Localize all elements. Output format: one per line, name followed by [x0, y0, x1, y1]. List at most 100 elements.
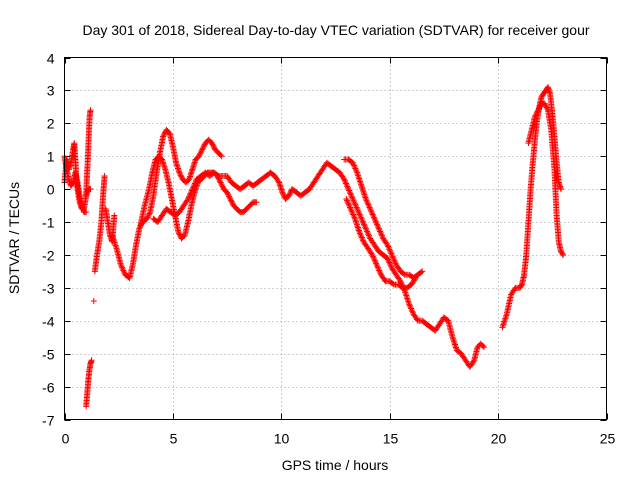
data-point	[199, 145, 206, 152]
y-tick-label: -7	[42, 413, 55, 429]
data-point	[208, 140, 215, 147]
data-point	[373, 219, 380, 226]
data-points	[61, 84, 567, 410]
data-point	[120, 267, 127, 274]
data-point	[178, 173, 185, 180]
data-point	[191, 180, 198, 187]
data-point	[348, 207, 355, 214]
data-point	[191, 181, 198, 188]
data-point	[412, 274, 419, 281]
data-point	[357, 214, 364, 221]
data-point	[532, 112, 539, 119]
data-point	[408, 306, 415, 313]
data-point	[218, 182, 225, 189]
data-point	[350, 161, 357, 168]
data-point	[411, 276, 418, 283]
x-tick-label: 0	[62, 431, 70, 447]
data-point	[346, 203, 353, 210]
data-point	[225, 192, 232, 199]
data-point	[388, 251, 395, 258]
data-point	[391, 257, 398, 264]
y-tick-label: 0	[47, 182, 55, 198]
data-point	[348, 193, 355, 200]
data-point	[175, 230, 182, 237]
data-point	[363, 197, 370, 204]
grid	[64, 57, 607, 420]
data-point	[360, 219, 367, 226]
data-point	[385, 256, 392, 263]
tick-labels: 0 5 10 15 20 25 -7 -6 -5 -4 -3 -2 -1 0 1 2 3 4	[42, 51, 615, 447]
data-point	[541, 100, 548, 107]
data-point	[560, 251, 567, 258]
data-point	[176, 231, 183, 238]
data-point	[369, 251, 376, 258]
data-point	[356, 228, 363, 235]
data-point	[111, 212, 118, 219]
axis-ticks	[64, 57, 608, 421]
data-point	[344, 198, 351, 205]
data-point	[374, 221, 381, 228]
series-arc12	[343, 196, 419, 291]
data-point	[362, 225, 369, 232]
data-point	[87, 107, 94, 114]
data-point	[378, 232, 385, 239]
data-point	[388, 250, 395, 257]
data-point	[385, 244, 392, 251]
data-point	[354, 205, 361, 212]
data-point	[351, 164, 358, 171]
data-point	[349, 210, 356, 217]
data-point	[374, 222, 381, 229]
data-point	[377, 229, 384, 236]
data-point	[391, 259, 398, 266]
data-point	[280, 192, 287, 199]
data-point	[349, 196, 356, 203]
data-point	[350, 212, 357, 219]
data-point	[349, 194, 356, 201]
data-point	[364, 228, 371, 235]
data-point	[358, 233, 365, 240]
data-point	[358, 215, 365, 222]
data-point	[216, 178, 223, 185]
data-point	[375, 266, 382, 273]
data-point	[175, 228, 182, 235]
data-point	[345, 186, 352, 193]
data-point	[385, 243, 392, 250]
data-point	[368, 208, 375, 215]
data-point	[542, 101, 549, 108]
data-point	[200, 144, 207, 151]
data-point	[227, 196, 234, 203]
data-point	[559, 250, 566, 257]
data-point	[177, 172, 184, 179]
series-arc5	[90, 298, 97, 305]
data-point	[185, 194, 192, 201]
data-point	[533, 111, 540, 118]
data-point	[387, 260, 394, 267]
y-tick-label: -5	[42, 347, 55, 363]
data-point	[345, 201, 352, 208]
data-point	[287, 190, 294, 197]
data-point	[368, 250, 375, 257]
data-point	[117, 261, 124, 268]
data-point	[69, 180, 76, 187]
data-point	[360, 237, 367, 244]
data-point	[88, 357, 95, 364]
series-arc8	[109, 126, 225, 281]
data-point	[344, 183, 351, 190]
data-point	[369, 210, 376, 217]
data-point	[196, 151, 203, 158]
y-tick-label: -1	[42, 215, 55, 231]
data-point	[369, 253, 376, 260]
data-point	[352, 203, 359, 210]
data-point	[369, 211, 376, 218]
data-point	[226, 193, 233, 200]
data-point	[418, 269, 425, 276]
data-point	[101, 172, 108, 179]
data-point	[226, 194, 233, 201]
data-point	[343, 196, 350, 203]
data-point	[365, 232, 372, 239]
data-point	[364, 229, 371, 236]
data-point	[373, 261, 380, 268]
chart-title: Day 301 of 2018, Sidereal Day-to-day VTE…	[82, 22, 589, 38]
data-point	[343, 181, 350, 188]
